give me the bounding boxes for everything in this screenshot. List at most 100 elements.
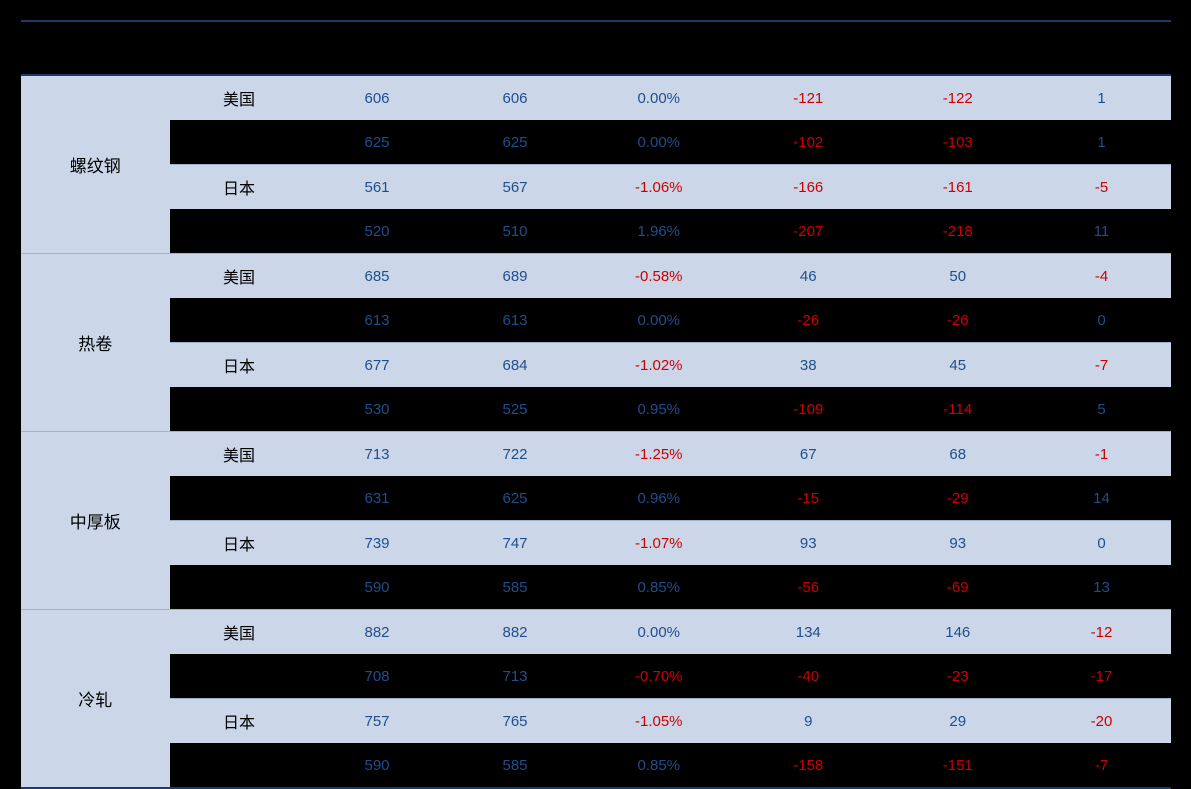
country-cell [170,476,308,521]
category-cell: 热卷 [21,254,171,432]
value-cell: 1 [1033,75,1171,120]
country-cell: 美国 [170,254,308,299]
value-cell: 613 [446,298,584,343]
value-cell: 520 [308,209,446,254]
value-cell: 0.95% [584,387,734,432]
value-cell: -12 [1033,610,1171,655]
value-cell: 0.00% [584,75,734,120]
country-cell [170,209,308,254]
value-cell: 882 [446,610,584,655]
value-cell: 0 [1033,298,1171,343]
country-cell [170,654,308,699]
country-cell: 日本 [170,165,308,210]
value-cell: 46 [734,254,884,299]
value-cell: 38 [734,343,884,388]
value-cell: -1.07% [584,521,734,566]
value-cell: 525 [446,387,584,432]
country-cell [170,298,308,343]
table-row: 中厚板美国713722-1.25%6768-1 [21,432,1171,477]
table-row: 5905850.85%-56-6913 [21,565,1171,610]
value-cell: -69 [883,565,1033,610]
category-cell: 冷轧 [21,610,171,788]
value-cell: -17 [1033,654,1171,699]
header-row [21,22,1171,75]
country-cell [170,743,308,787]
country-cell: 日本 [170,521,308,566]
value-cell: -1.25% [584,432,734,477]
category-cell: 螺纹钢 [21,75,171,254]
value-cell: 585 [446,743,584,787]
value-cell: 13 [1033,565,1171,610]
value-cell: 0.85% [584,743,734,787]
value-cell: -0.70% [584,654,734,699]
value-cell: 625 [446,120,584,165]
table-row: 冷轧美国8828820.00%134146-12 [21,610,1171,655]
value-cell: 68 [883,432,1033,477]
value-cell: 882 [308,610,446,655]
value-cell: 93 [883,521,1033,566]
value-cell: -23 [883,654,1033,699]
value-cell: 45 [883,343,1033,388]
value-cell: -29 [883,476,1033,521]
value-cell: 713 [446,654,584,699]
value-cell: 0.96% [584,476,734,521]
value-cell: 134 [734,610,884,655]
value-cell: 93 [734,521,884,566]
value-cell: -15 [734,476,884,521]
value-cell: -103 [883,120,1033,165]
value-cell: -114 [883,387,1033,432]
value-cell: 613 [308,298,446,343]
value-cell: -218 [883,209,1033,254]
table-row: 日本757765-1.05%929-20 [21,699,1171,744]
value-cell: 0 [1033,521,1171,566]
value-cell: 625 [308,120,446,165]
value-cell: 757 [308,699,446,744]
country-cell [170,387,308,432]
value-cell: 0.00% [584,610,734,655]
value-cell: 0.00% [584,120,734,165]
table-row: 日本561567-1.06%-166-161-5 [21,165,1171,210]
value-cell: 739 [308,521,446,566]
value-cell: -102 [734,120,884,165]
value-cell: -26 [734,298,884,343]
value-cell: 722 [446,432,584,477]
table-row: 热卷美国685689-0.58%4650-4 [21,254,1171,299]
category-cell: 中厚板 [21,432,171,610]
value-cell: 29 [883,699,1033,744]
country-cell: 日本 [170,699,308,744]
value-cell: -5 [1033,165,1171,210]
value-cell: 5 [1033,387,1171,432]
value-cell: 67 [734,432,884,477]
table-row: 6256250.00%-102-1031 [21,120,1171,165]
table-row: 6316250.96%-15-2914 [21,476,1171,521]
value-cell: 713 [308,432,446,477]
value-cell: -0.58% [584,254,734,299]
table-row: 6136130.00%-26-260 [21,298,1171,343]
value-cell: 510 [446,209,584,254]
table-row: 日本739747-1.07%93930 [21,521,1171,566]
value-cell: 606 [446,75,584,120]
table-row: 螺纹钢美国6066060.00%-121-1221 [21,75,1171,120]
value-cell: -4 [1033,254,1171,299]
value-cell: -7 [1033,743,1171,787]
value-cell: 685 [308,254,446,299]
value-cell: 684 [446,343,584,388]
value-cell: 606 [308,75,446,120]
value-cell: -26 [883,298,1033,343]
value-cell: 14 [1033,476,1171,521]
country-cell: 美国 [170,610,308,655]
value-cell: -1 [1033,432,1171,477]
price-table-container: 螺纹钢美国6066060.00%-121-12216256250.00%-102… [21,20,1171,789]
value-cell: 50 [883,254,1033,299]
value-cell: 146 [883,610,1033,655]
value-cell: -40 [734,654,884,699]
country-cell: 日本 [170,343,308,388]
table-row: 5205101.96%-207-21811 [21,209,1171,254]
value-cell: 590 [308,743,446,787]
value-cell: 530 [308,387,446,432]
value-cell: 747 [446,521,584,566]
value-cell: 11 [1033,209,1171,254]
value-cell: -207 [734,209,884,254]
country-cell: 美国 [170,75,308,120]
value-cell: -20 [1033,699,1171,744]
